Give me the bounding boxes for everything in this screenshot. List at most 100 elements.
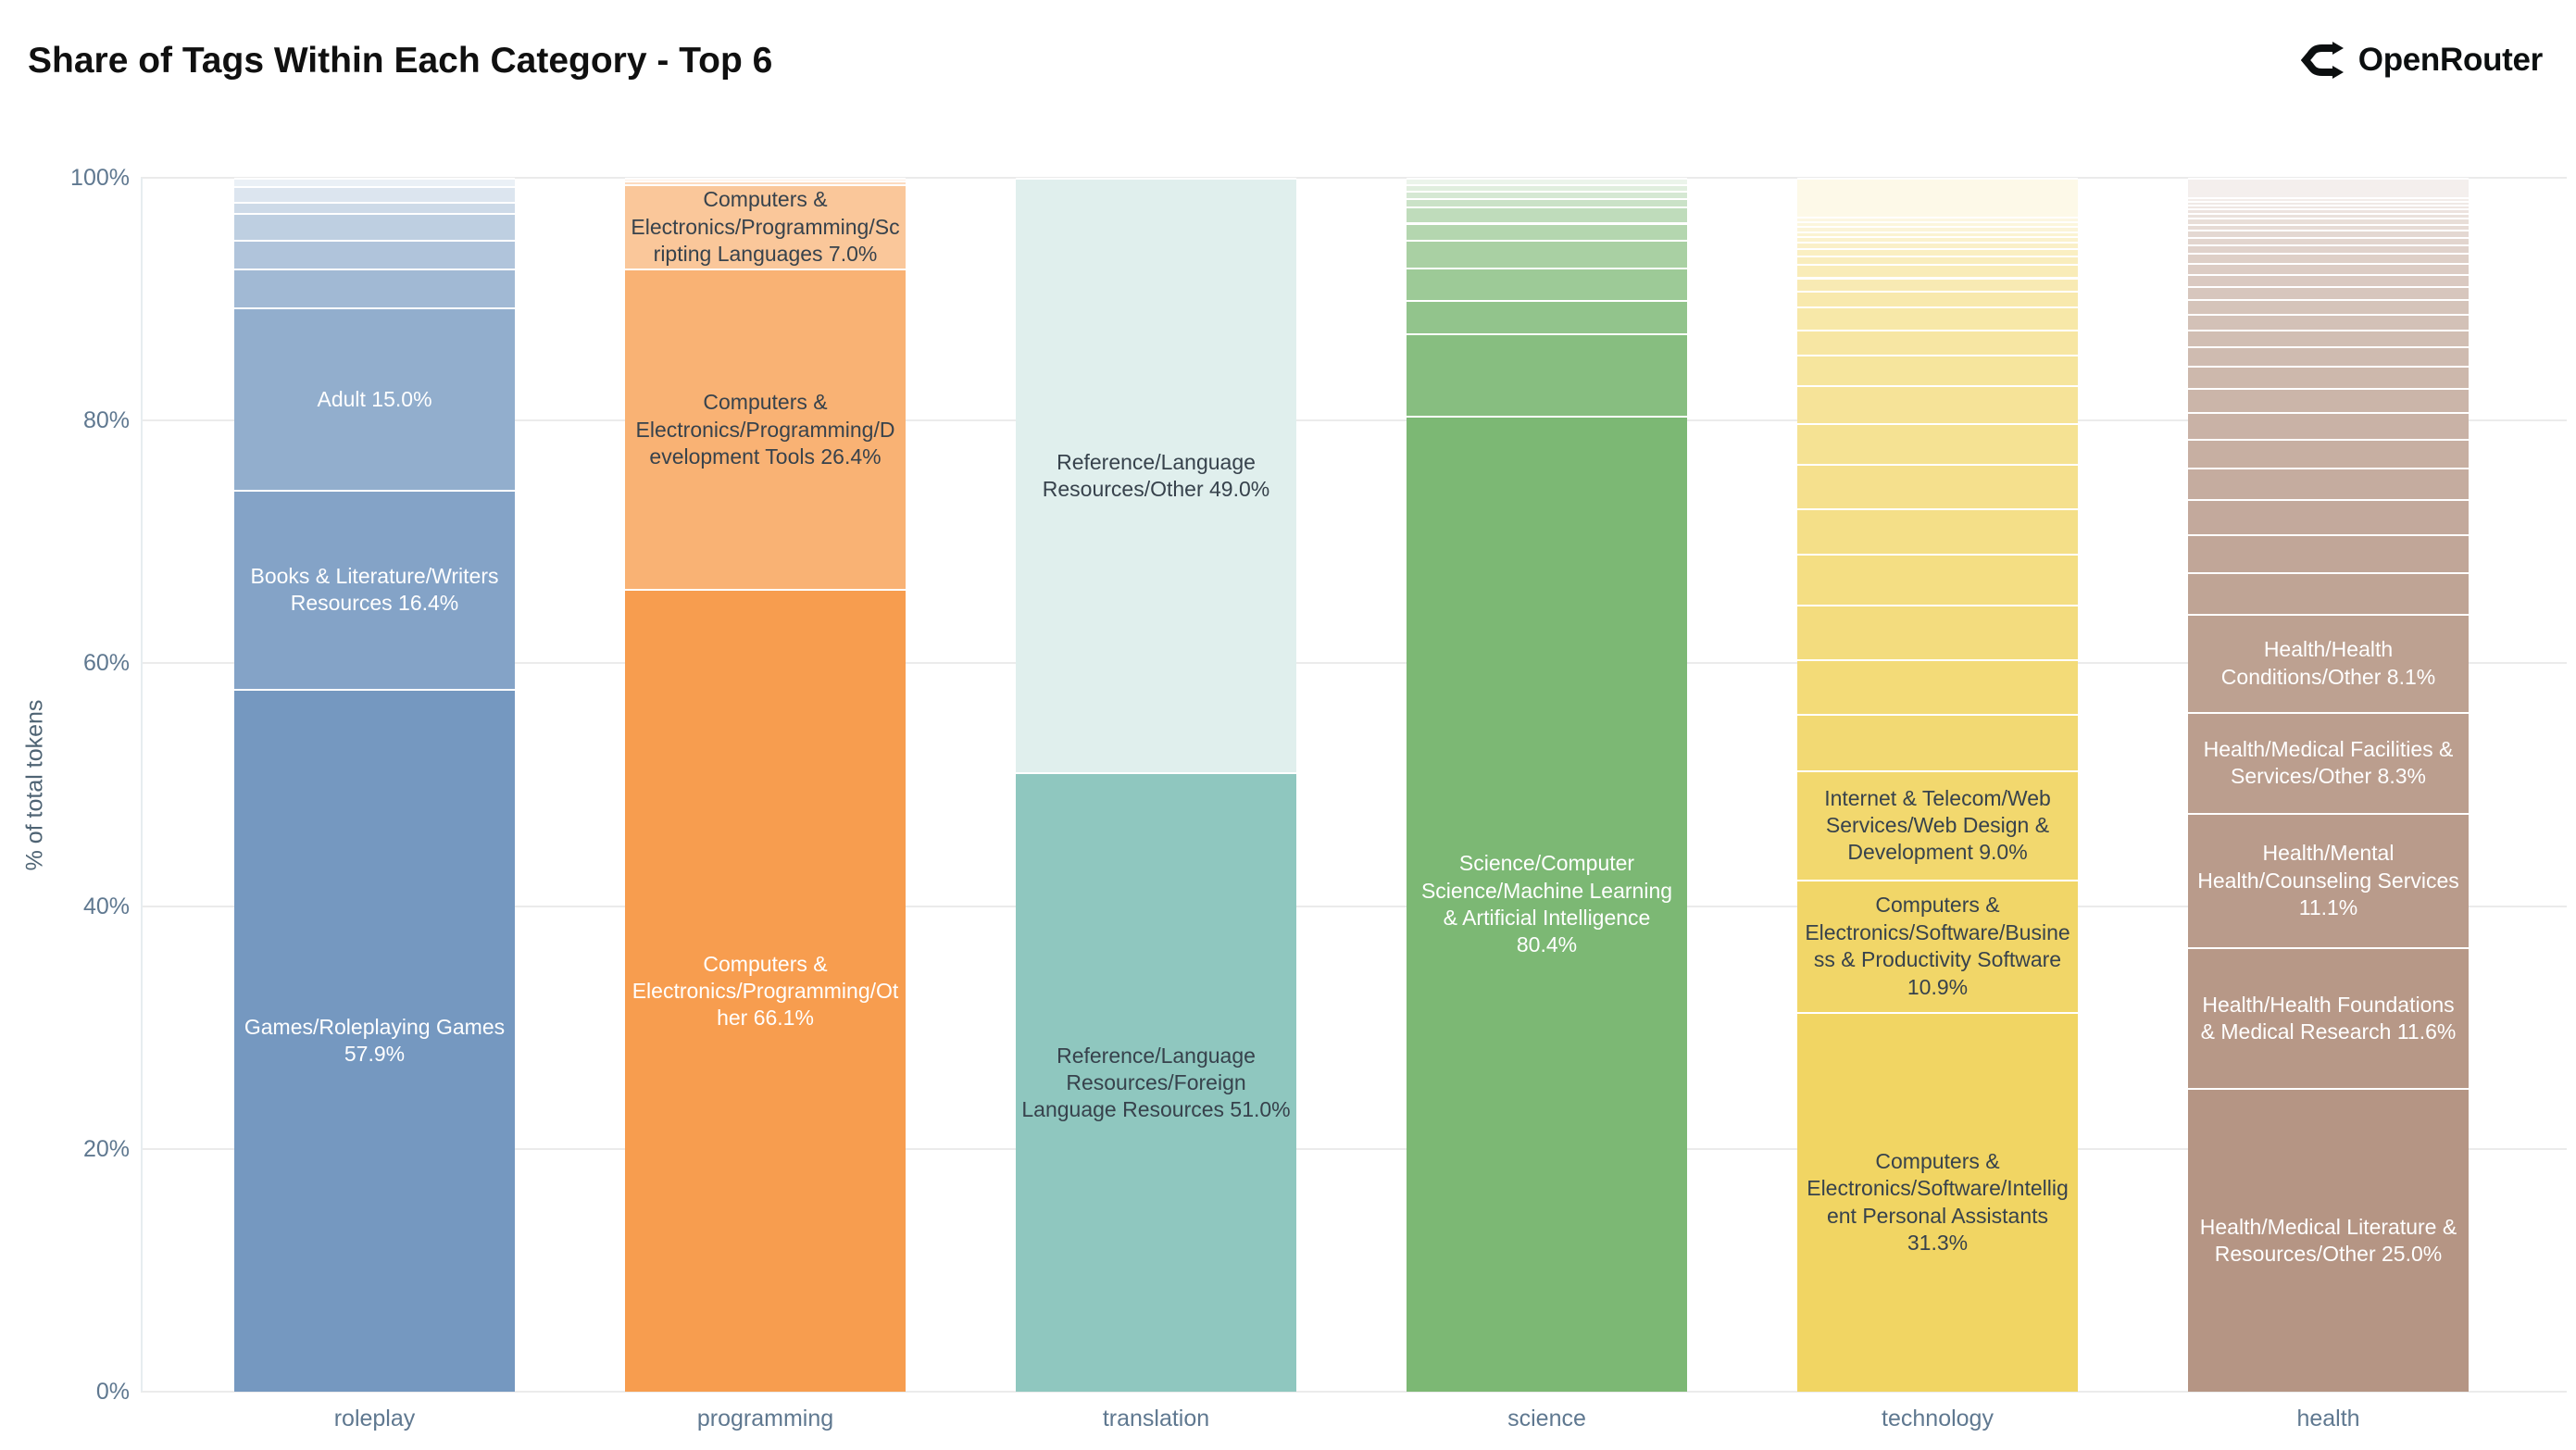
bar-segment[interactable] [2188, 218, 2469, 224]
bar-segment[interactable] [234, 269, 515, 308]
bar-segment[interactable] [1407, 239, 1687, 268]
bar-segment[interactable] [234, 202, 515, 214]
openrouter-brand[interactable]: OpenRouter [2300, 41, 2543, 80]
segment-label: Health/Medical Facilities & Services/Oth… [2203, 736, 2454, 789]
y-tick-label: 60% [82, 650, 130, 677]
bar-segment[interactable] [1797, 659, 2078, 715]
bar-segment[interactable] [1797, 221, 2078, 227]
bar-segment-programming[interactable]: Computers & Electronics/Programming/Scri… [625, 183, 906, 269]
bar-segment-technology[interactable]: Computers & Electronics/Software/Intelli… [1797, 1011, 2078, 1392]
bar-segment-health[interactable]: Health/Mental Health/Counseling Services… [2188, 812, 2469, 948]
y-tick-label: 80% [82, 407, 130, 434]
bar-segment[interactable] [2188, 387, 2469, 413]
bar-segment[interactable] [1797, 255, 2078, 265]
bar-segment[interactable] [1797, 385, 2078, 423]
bar-segment[interactable] [1407, 198, 1687, 207]
bar-segment-roleplay[interactable]: Games/Roleplaying Games 57.9% [234, 688, 515, 1392]
gridline-20% [141, 1147, 2567, 1150]
bar-segment[interactable] [1797, 226, 2078, 231]
segment-label: Health/Mental Health/Counseling Services… [2197, 841, 2459, 920]
bar-segment-translation[interactable]: Reference/Language Resources/Other 49.0% [1016, 178, 1296, 773]
bar-segment[interactable] [1407, 206, 1687, 223]
bar-segment[interactable] [1797, 554, 2078, 606]
x-tick-technology: technology [1882, 1406, 1994, 1431]
bar-segment[interactable] [2188, 366, 2469, 388]
bar-segment[interactable] [1797, 264, 2078, 278]
bar-segment[interactable] [2188, 499, 2469, 535]
bar-segment[interactable] [1407, 183, 1687, 192]
bar-segment[interactable] [2188, 346, 2469, 367]
bar-segment-science[interactable]: Science/Computer Science/Machine Learnin… [1407, 415, 1687, 1392]
bar-segment-programming[interactable]: Computers & Electronics/Programming/Othe… [625, 589, 906, 1392]
bar-segment[interactable] [1407, 178, 1687, 184]
bar-segment[interactable] [2188, 204, 2469, 208]
bar-segment[interactable] [1797, 355, 2078, 386]
bar-segment-translation[interactable]: Reference/Language Resources/Foreign Lan… [1016, 772, 1296, 1392]
bar-segment[interactable] [2188, 329, 2469, 347]
bar-segment-health[interactable]: Health/Medical Facilities & Services/Oth… [2188, 711, 2469, 813]
bar-segment[interactable] [1407, 268, 1687, 301]
bar-segment-roleplay[interactable]: Adult 15.0% [234, 307, 515, 490]
bar-segment[interactable] [625, 180, 906, 184]
bar-segment[interactable] [234, 239, 515, 269]
bar-translation: Reference/Language Resources/Foreign Lan… [1016, 178, 1296, 1392]
bar-segment[interactable] [1797, 277, 2078, 291]
bar-segment[interactable] [2188, 313, 2469, 330]
bar-segment[interactable] [2188, 299, 2469, 314]
bar-segment[interactable] [2188, 207, 2469, 213]
bar-segment[interactable] [1797, 216, 2078, 222]
bar-segment[interactable] [2188, 438, 2469, 469]
bar-segment[interactable] [625, 178, 906, 181]
bar-segment[interactable] [1797, 242, 2078, 249]
bar-segment[interactable] [1797, 714, 2078, 770]
bar-segment[interactable] [2188, 237, 2469, 245]
segment-label: Computers & Electronics/Software/Intelli… [1807, 1148, 2069, 1256]
bar-segment[interactable] [234, 213, 515, 240]
bar-segment[interactable] [2188, 262, 2469, 274]
bar-segment[interactable] [234, 186, 515, 203]
bar-segment[interactable] [1797, 235, 2078, 243]
bar-segment[interactable] [2188, 572, 2469, 614]
bar-segment-health[interactable]: Health/Health Conditions/Other 8.1% [2188, 613, 2469, 712]
bar-segment-roleplay[interactable]: Books & Literature/Writers Resources 16.… [234, 489, 515, 689]
y-tick-label: 40% [82, 893, 130, 919]
bar-segment[interactable] [2188, 213, 2469, 219]
bar-segment[interactable] [2188, 534, 2469, 573]
bar-segment[interactable] [1797, 248, 2078, 256]
bar-segment[interactable] [234, 178, 515, 187]
bar-segment-technology[interactable]: Computers & Electronics/Software/Busines… [1797, 879, 2078, 1012]
bar-segment[interactable] [1407, 191, 1687, 199]
bar-segment[interactable] [2188, 468, 2469, 500]
bar-segment[interactable] [2188, 412, 2469, 439]
bar-segment[interactable] [2188, 285, 2469, 300]
bar-segment[interactable] [1797, 464, 2078, 508]
gridline-100% [141, 177, 2567, 179]
bar-segment-programming[interactable]: Computers & Electronics/Programming/Deve… [625, 269, 906, 590]
bar-segment-health[interactable]: Health/Health Foundations & Medical Rese… [2188, 947, 2469, 1089]
segment-label: Science/Computer Science/Machine Learnin… [1420, 851, 1673, 957]
bar-segment[interactable] [1797, 329, 2078, 356]
bar-segment[interactable] [1797, 290, 2078, 306]
bar-segment[interactable] [2188, 200, 2469, 205]
bar-segment-technology[interactable]: Internet & Telecom/Web Services/Web Desi… [1797, 769, 2078, 880]
bar-segment[interactable] [1407, 332, 1687, 416]
bar-segment[interactable] [1797, 605, 2078, 660]
bar-segment[interactable] [1797, 507, 2078, 555]
bar-segment[interactable] [1797, 306, 2078, 330]
bar-segment[interactable] [2188, 244, 2469, 254]
bar-segment[interactable] [1797, 422, 2078, 465]
bar-segment[interactable] [1407, 300, 1687, 333]
bar-segment[interactable] [2188, 223, 2469, 231]
bar-segment[interactable] [1797, 231, 2078, 236]
bar-segment[interactable] [2188, 230, 2469, 238]
bar-segment[interactable] [1797, 178, 2078, 217]
gridline-40% [141, 905, 2567, 907]
bar-segment[interactable] [2188, 196, 2469, 201]
bar-segment[interactable] [2188, 253, 2469, 263]
bar-segment[interactable] [1407, 222, 1687, 240]
bar-segment[interactable] [2188, 273, 2469, 286]
bar-segment[interactable] [2188, 178, 2469, 197]
x-tick-science: science [1507, 1406, 1586, 1431]
bar-segment-health[interactable]: Health/Medical Literature & Resources/Ot… [2188, 1088, 2469, 1392]
